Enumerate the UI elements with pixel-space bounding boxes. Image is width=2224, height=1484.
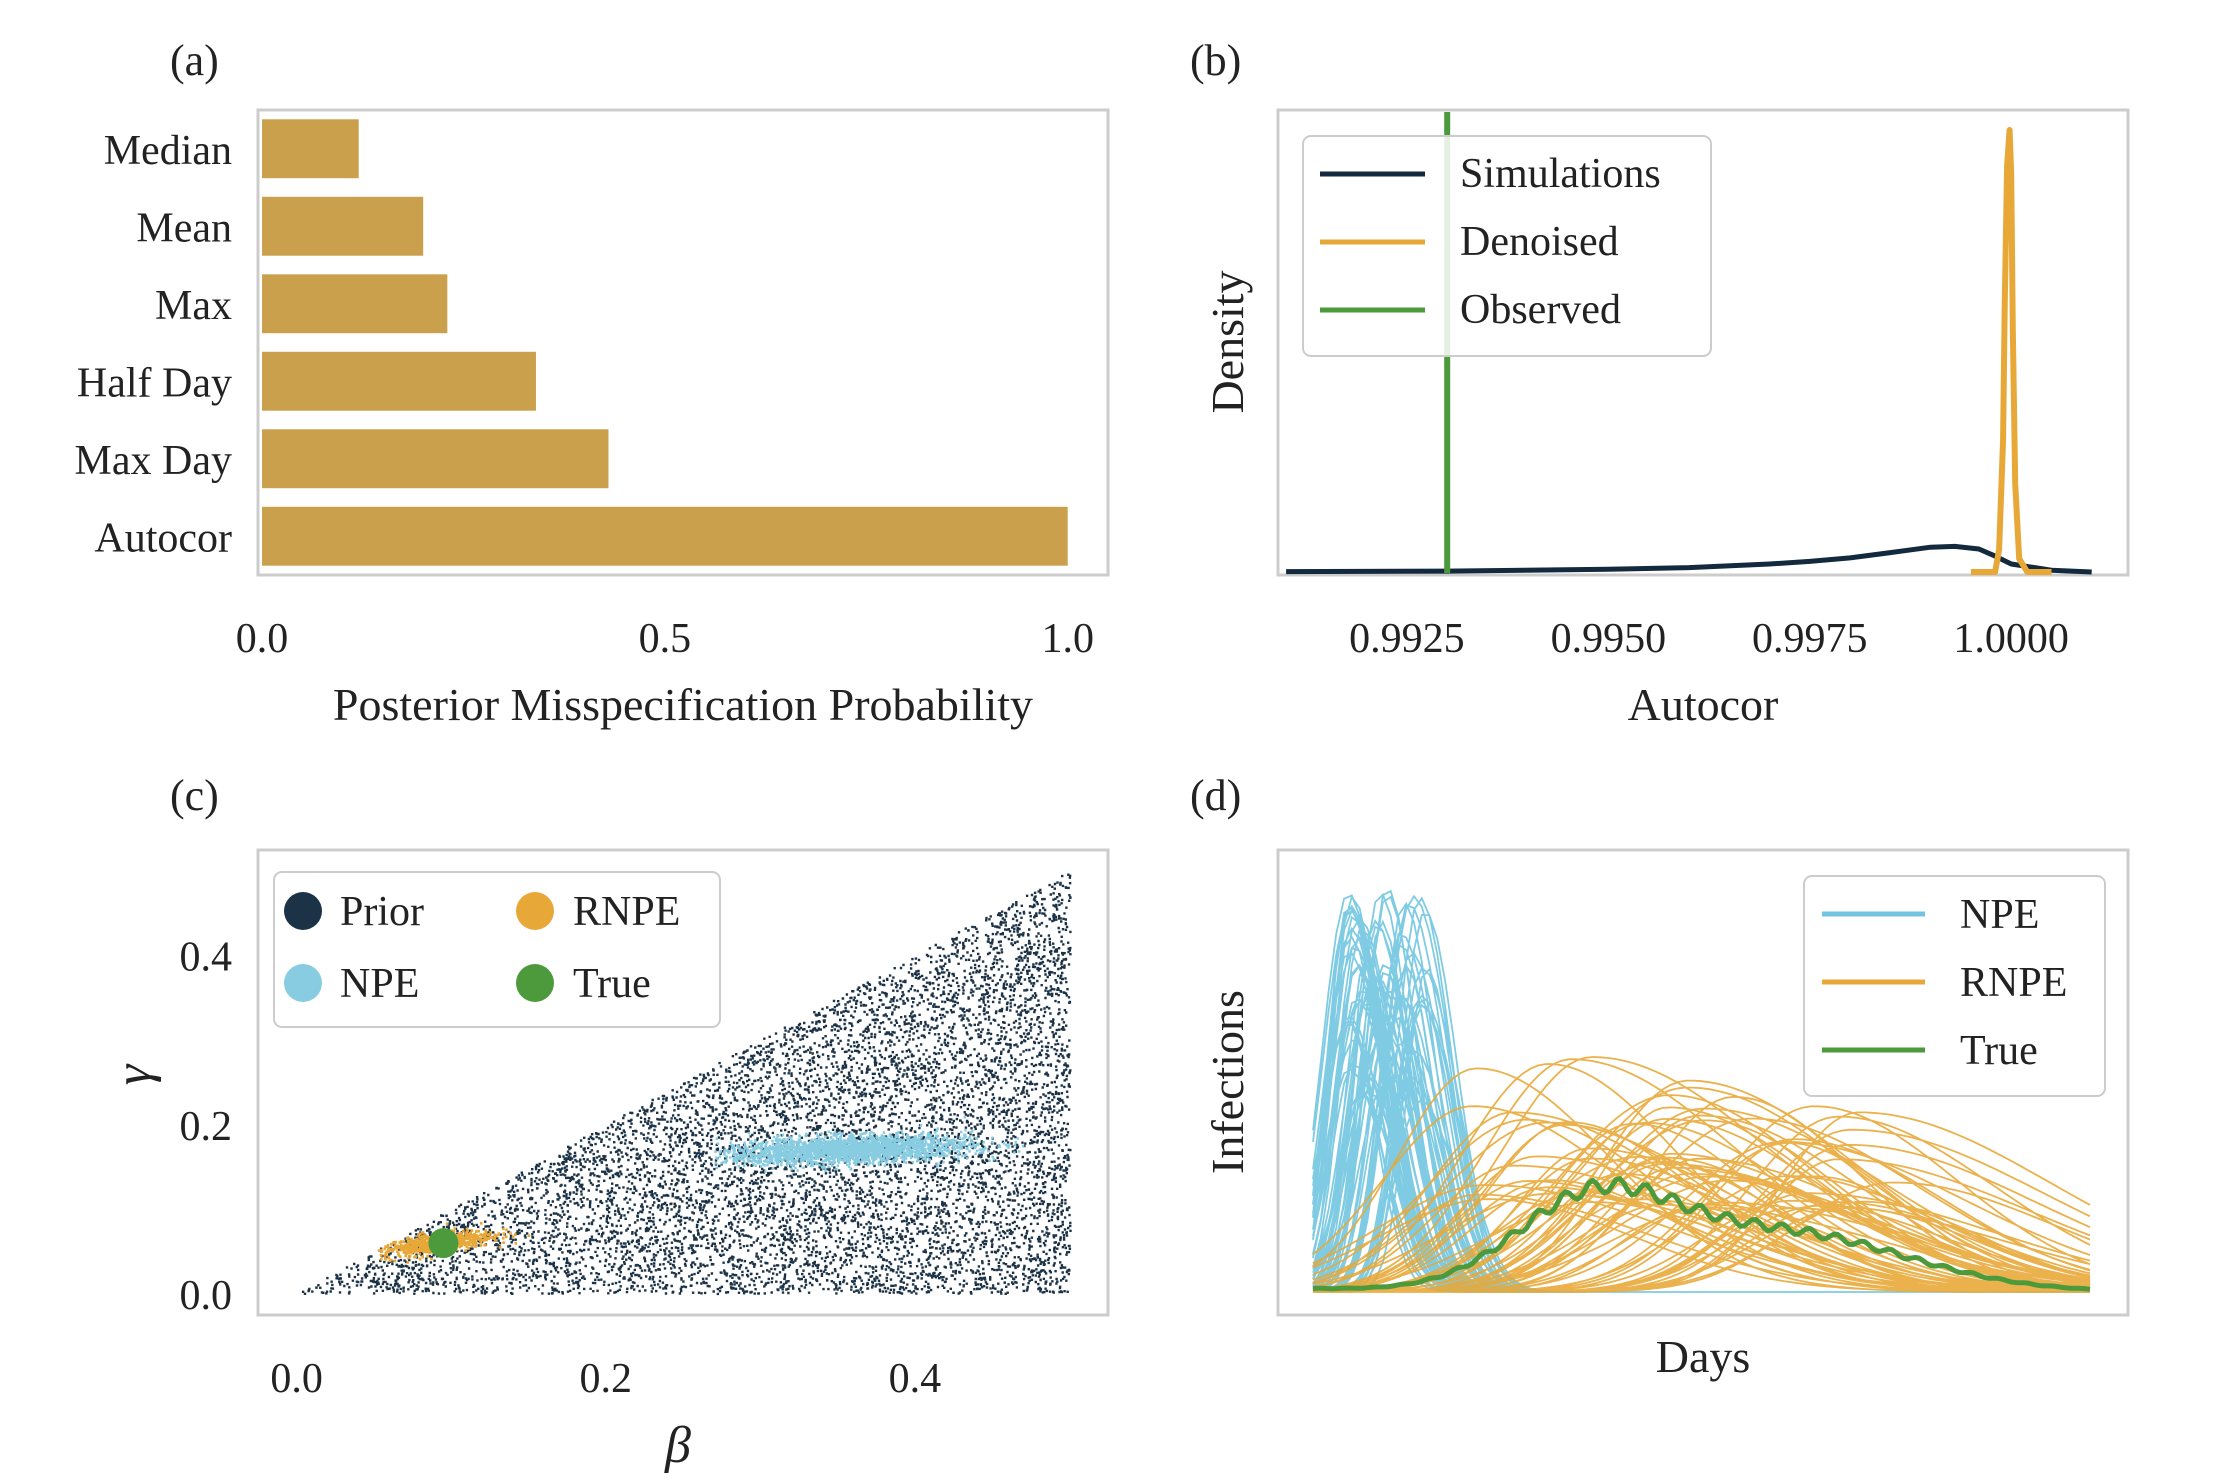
x-tick-label: 0.9975 [1752, 616, 1868, 662]
legend-true-line-label: True [1960, 1028, 2038, 1074]
category-label: Max [155, 283, 232, 329]
y-tick-label: 0.2 [180, 1104, 233, 1150]
x-tick-label: 0.0 [236, 616, 289, 662]
panel-a-label: (a) [170, 36, 219, 85]
panel-c-x-tick-labels: 0.0 0.2 0.4 [270, 1356, 941, 1402]
legend-rnpe-label: RNPE [573, 889, 680, 935]
bar-max-day [262, 429, 609, 489]
bar-max [262, 274, 448, 334]
true-point [428, 1228, 459, 1259]
legend-observed-label: Observed [1460, 287, 1621, 333]
panel-d-legend: NPE RNPE True [1803, 875, 2106, 1097]
x-tick-label: 1.0 [1041, 616, 1094, 662]
density-line-denoised [1970, 127, 2052, 575]
panel-c-legend: Prior NPE RNPE True [273, 871, 721, 1028]
panel-a-bars [262, 119, 1068, 566]
legend-true-marker [516, 964, 554, 1002]
legend-denoised-label: Denoised [1460, 219, 1619, 265]
panel-c-legend-box [273, 871, 721, 1028]
legend-npe-marker [284, 964, 322, 1002]
y-tick-label: 0.4 [180, 935, 233, 981]
category-label: Mean [136, 205, 232, 251]
bar-mean [262, 196, 424, 256]
panel-d-y-axis-label: Infections [1202, 990, 1253, 1174]
npe-points [714, 1116, 1025, 1173]
category-label: Half Day [77, 360, 232, 406]
panel-d-lines [1312, 889, 2091, 1293]
panel-d-x-axis-label: Days [1656, 1331, 1751, 1382]
x-tick-label: 0.9950 [1551, 616, 1667, 662]
panel-c-y-axis-label: γ [105, 1063, 162, 1085]
panel-a-x-tick-labels: 0.0 0.5 1.0 [236, 616, 1094, 662]
legend-rnpe-line-label: RNPE [1960, 960, 2067, 1006]
panel-b: (b) 0.9925 0.9950 0.9975 1.0000 Autocor Den… [1190, 36, 2130, 730]
x-tick-label: 0.0 [270, 1356, 323, 1402]
npe-curves [1312, 889, 2090, 1293]
x-tick-label: 0.9925 [1349, 616, 1465, 662]
category-label: Median [104, 128, 232, 174]
legend-prior-label: Prior [340, 889, 424, 935]
density-line-simulations [1286, 543, 2092, 575]
panel-b-label: (b) [1190, 36, 1241, 85]
x-tick-label: 0.2 [579, 1356, 632, 1402]
legend-true-label: True [573, 961, 651, 1007]
legend-prior-marker [284, 892, 322, 930]
panel-d-legend-box [1803, 875, 2106, 1097]
category-label: Max Day [75, 438, 232, 484]
bar-half-day [262, 351, 536, 411]
panel-a-category-labels: Median Mean Max Half Day Max Day Autocor [75, 128, 232, 562]
bar-median [262, 119, 359, 179]
y-tick-label: 0.0 [180, 1273, 233, 1319]
prior-points [301, 873, 1072, 1296]
legend-npe-line-label: NPE [1960, 892, 2039, 938]
panel-b-y-axis-label: Density [1202, 270, 1253, 413]
x-tick-label: 0.5 [639, 616, 692, 662]
x-tick-label: 1.0000 [1953, 616, 2069, 662]
panel-b-x-tick-labels: 0.9925 0.9950 0.9975 1.0000 [1349, 616, 2069, 662]
legend-npe-label: NPE [340, 961, 419, 1007]
panel-b-legend-box [1302, 135, 1712, 357]
panel-b-x-axis-label: Autocor [1628, 679, 1779, 730]
panel-c-label: (c) [170, 771, 219, 820]
panel-a-x-axis-label: Posterior Misspecification Probability [333, 679, 1033, 730]
panel-c-x-axis-label: β [664, 1417, 691, 1474]
category-label: Autocor [94, 515, 232, 561]
x-tick-label: 0.4 [889, 1356, 942, 1402]
legend-simulations-label: Simulations [1460, 151, 1661, 197]
panel-c: (c) 0.0 0.2 0.4 0.0 0.2 0.4 β γ Prior NPE RN… [105, 771, 1110, 1474]
true-curve [1312, 1176, 2091, 1292]
panel-a-plot-area [256, 108, 1110, 577]
panel-c-y-tick-labels: 0.0 0.2 0.4 [180, 935, 233, 1319]
bar-autocor [262, 506, 1068, 566]
panel-c-points [301, 873, 1072, 1296]
legend-rnpe-marker [516, 892, 554, 930]
panel-d: (d) Days Infections NPE RNPE True [1190, 771, 2130, 1382]
panel-d-label: (d) [1190, 771, 1241, 820]
panel-b-legend: Simulations Denoised Observed [1302, 135, 1712, 357]
